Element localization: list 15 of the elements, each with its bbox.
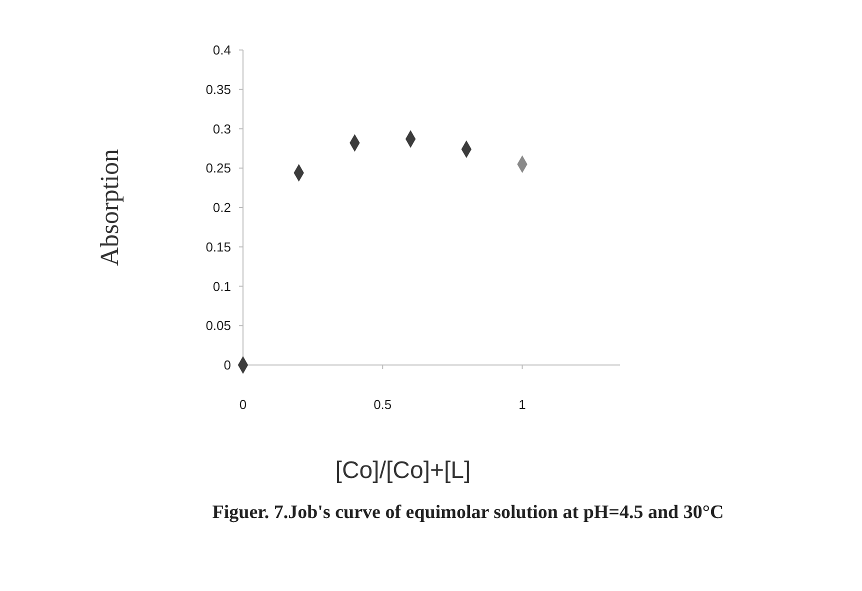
y-tick-label: 0.1 <box>212 278 231 294</box>
y-tick-label: 0.35 <box>206 82 231 97</box>
y-axis-title: Absorption <box>95 149 124 266</box>
x-tick-label: 0.5 <box>374 397 392 412</box>
y-tick-label: 0.05 <box>206 318 231 334</box>
y-tick-label: 0.4 <box>212 42 231 58</box>
y-tick-label: 0 <box>224 358 231 373</box>
y-tick-label: 0.15 <box>206 239 231 254</box>
y-tick-label: 0.3 <box>212 121 231 136</box>
x-tick-label: 0 <box>239 397 247 412</box>
y-tick-label: 0.25 <box>206 160 231 176</box>
y-tick-label: 0.2 <box>212 200 231 216</box>
x-tick-label: 1 <box>518 397 526 412</box>
x-axis-title: [Co]/[Co]+[L] <box>335 457 471 484</box>
text: Figuer. 7.Job's curve of equimolar solution at pH=4.5 and 30°C <box>212 502 724 523</box>
